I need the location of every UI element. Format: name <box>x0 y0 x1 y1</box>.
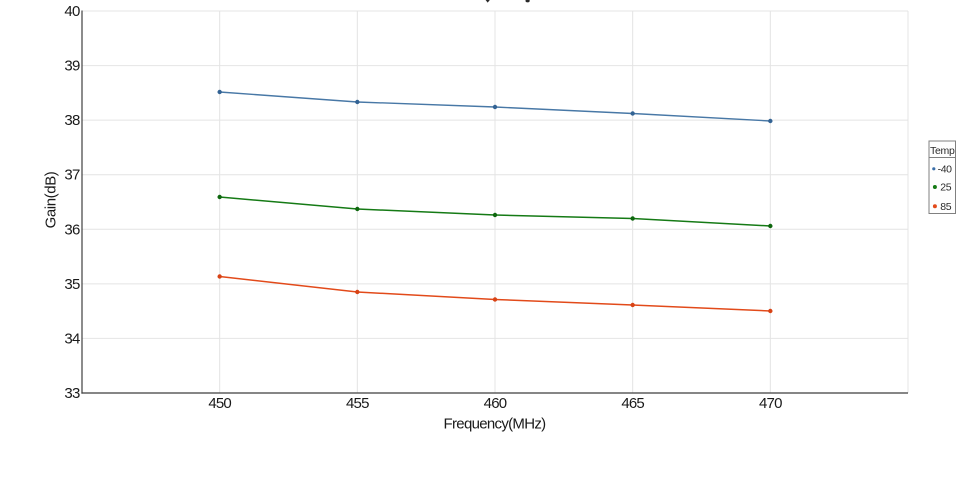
svg-text:450: 450 <box>208 395 231 412</box>
svg-text:Frequency(MHz): Frequency(MHz) <box>444 416 547 433</box>
svg-text:39: 39 <box>64 58 80 75</box>
svg-text:465: 465 <box>621 395 644 412</box>
svg-text:38: 38 <box>64 112 80 129</box>
svg-text:460: 460 <box>484 395 507 412</box>
svg-text:40: 40 <box>64 3 80 20</box>
svg-text:455: 455 <box>346 395 369 412</box>
svg-text:37: 37 <box>64 167 80 184</box>
svg-text:470: 470 <box>759 395 782 412</box>
svg-text:34: 34 <box>64 330 80 347</box>
svg-text:36: 36 <box>64 221 80 238</box>
svg-text:33: 33 <box>64 385 80 402</box>
svg-text:35: 35 <box>64 276 80 293</box>
svg-text:Temp: Temp <box>930 145 955 157</box>
svg-text:-40: -40 <box>938 164 953 176</box>
svg-text:25: 25 <box>940 182 951 194</box>
svg-text:85: 85 <box>940 201 951 213</box>
svg-text:Gain(dB): Gain(dB) <box>43 171 60 228</box>
